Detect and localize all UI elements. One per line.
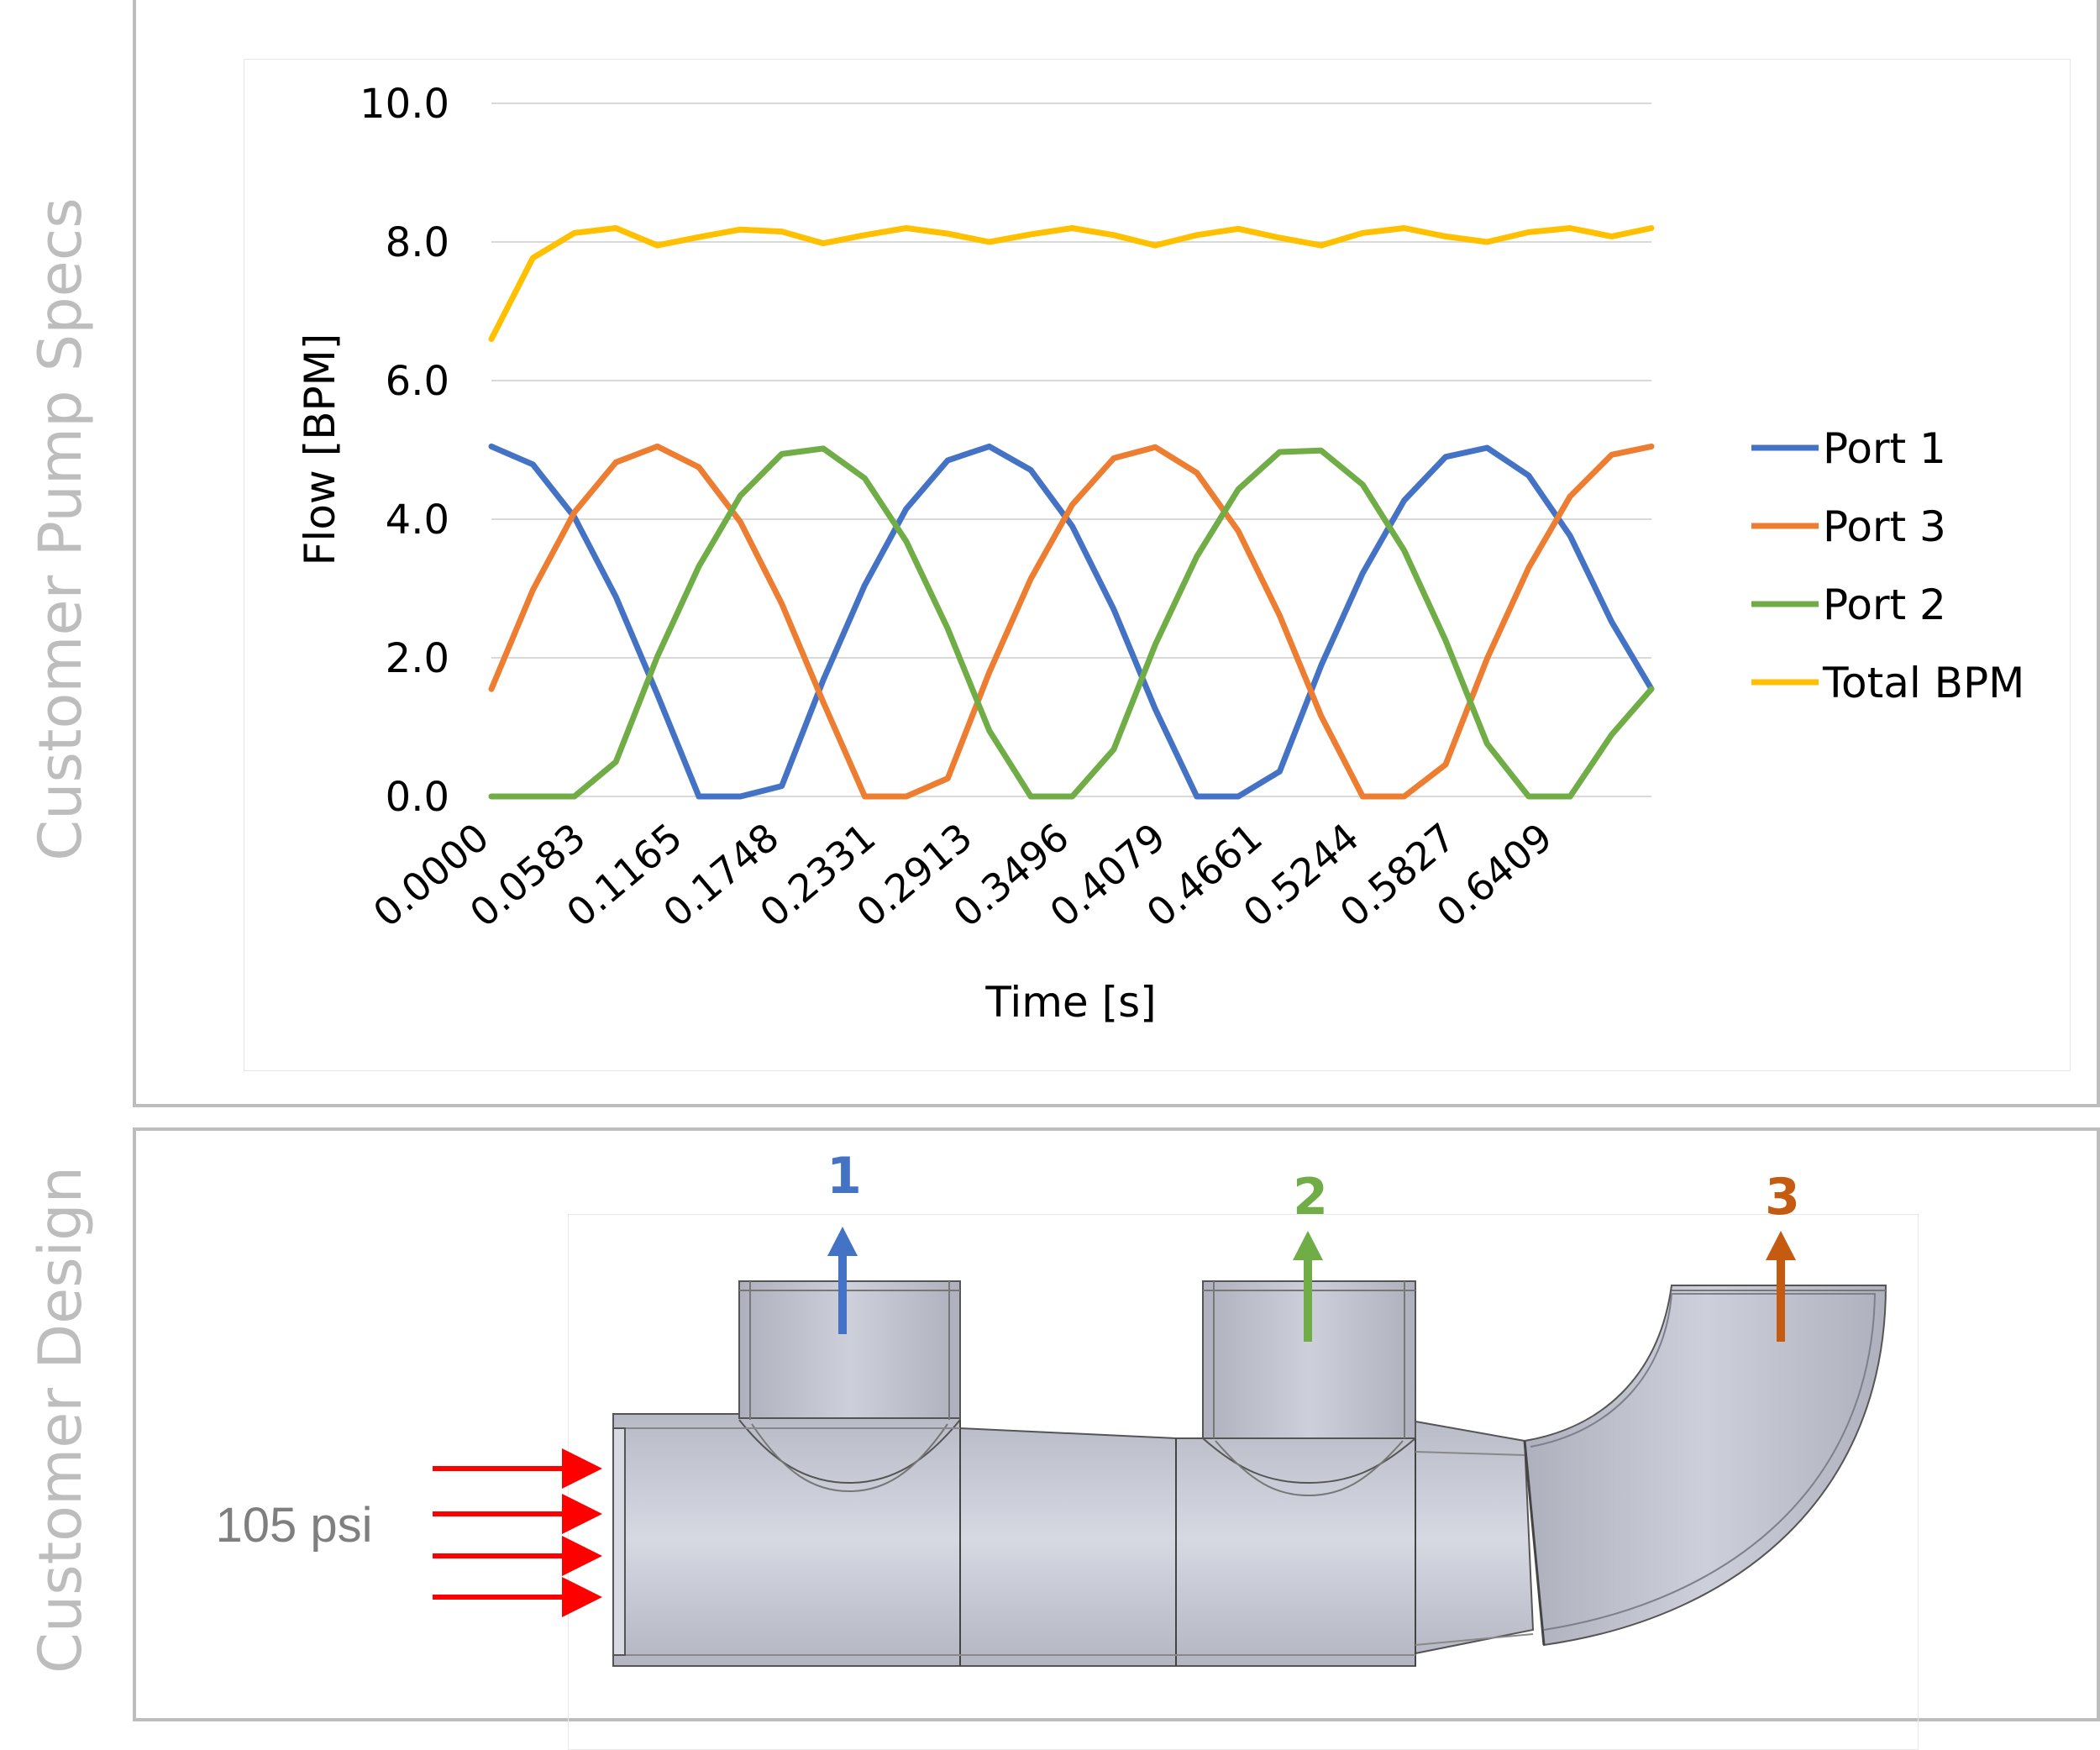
y-tick-label: 6.0 — [386, 358, 449, 405]
y-axis-title: Flow [BPM] — [296, 334, 344, 566]
series-line-port-2 — [488, 445, 1655, 800]
inlet-arrows — [433, 1448, 602, 1617]
outlet-1-arrowhead-icon — [827, 1227, 858, 1256]
legend-label: Port 1 — [1823, 424, 1946, 473]
y-tick-label: 8.0 — [386, 219, 449, 266]
legend-label: Total BPM — [1822, 659, 2024, 707]
legend-label: Port 3 — [1823, 502, 1946, 551]
legend-label: Port 2 — [1823, 581, 1946, 629]
inlet-pressure-label: 105 psi — [215, 1498, 372, 1553]
series-line-total-bpm — [488, 225, 1655, 342]
manifold-body — [612, 1280, 1887, 1667]
pump-specs-panel — [133, 0, 2100, 1107]
outlet-2-arrowhead-icon — [1293, 1231, 1323, 1260]
flow-chart: 0.02.04.06.08.010.00.00000.05830.11650.1… — [296, 81, 2024, 1027]
x-axis-title: Time [s] — [984, 978, 1156, 1027]
y-tick-label: 2.0 — [386, 635, 449, 682]
y-tick-label: 4.0 — [386, 497, 449, 544]
outlet-arrows: 1 2 3 — [827, 1147, 1800, 1342]
outlet-3-label: 3 — [1765, 1168, 1800, 1227]
series-line-port-3 — [488, 443, 1655, 800]
series-line-port-1 — [488, 443, 1655, 800]
outlet-1-label: 1 — [827, 1147, 862, 1206]
chart-area — [244, 59, 2071, 1071]
outlet-3-arrowhead-icon — [1766, 1231, 1796, 1260]
y-tick-label: 10.0 — [360, 81, 449, 128]
outlet-2-label: 2 — [1293, 1168, 1328, 1227]
y-tick-label: 0.0 — [386, 774, 449, 821]
